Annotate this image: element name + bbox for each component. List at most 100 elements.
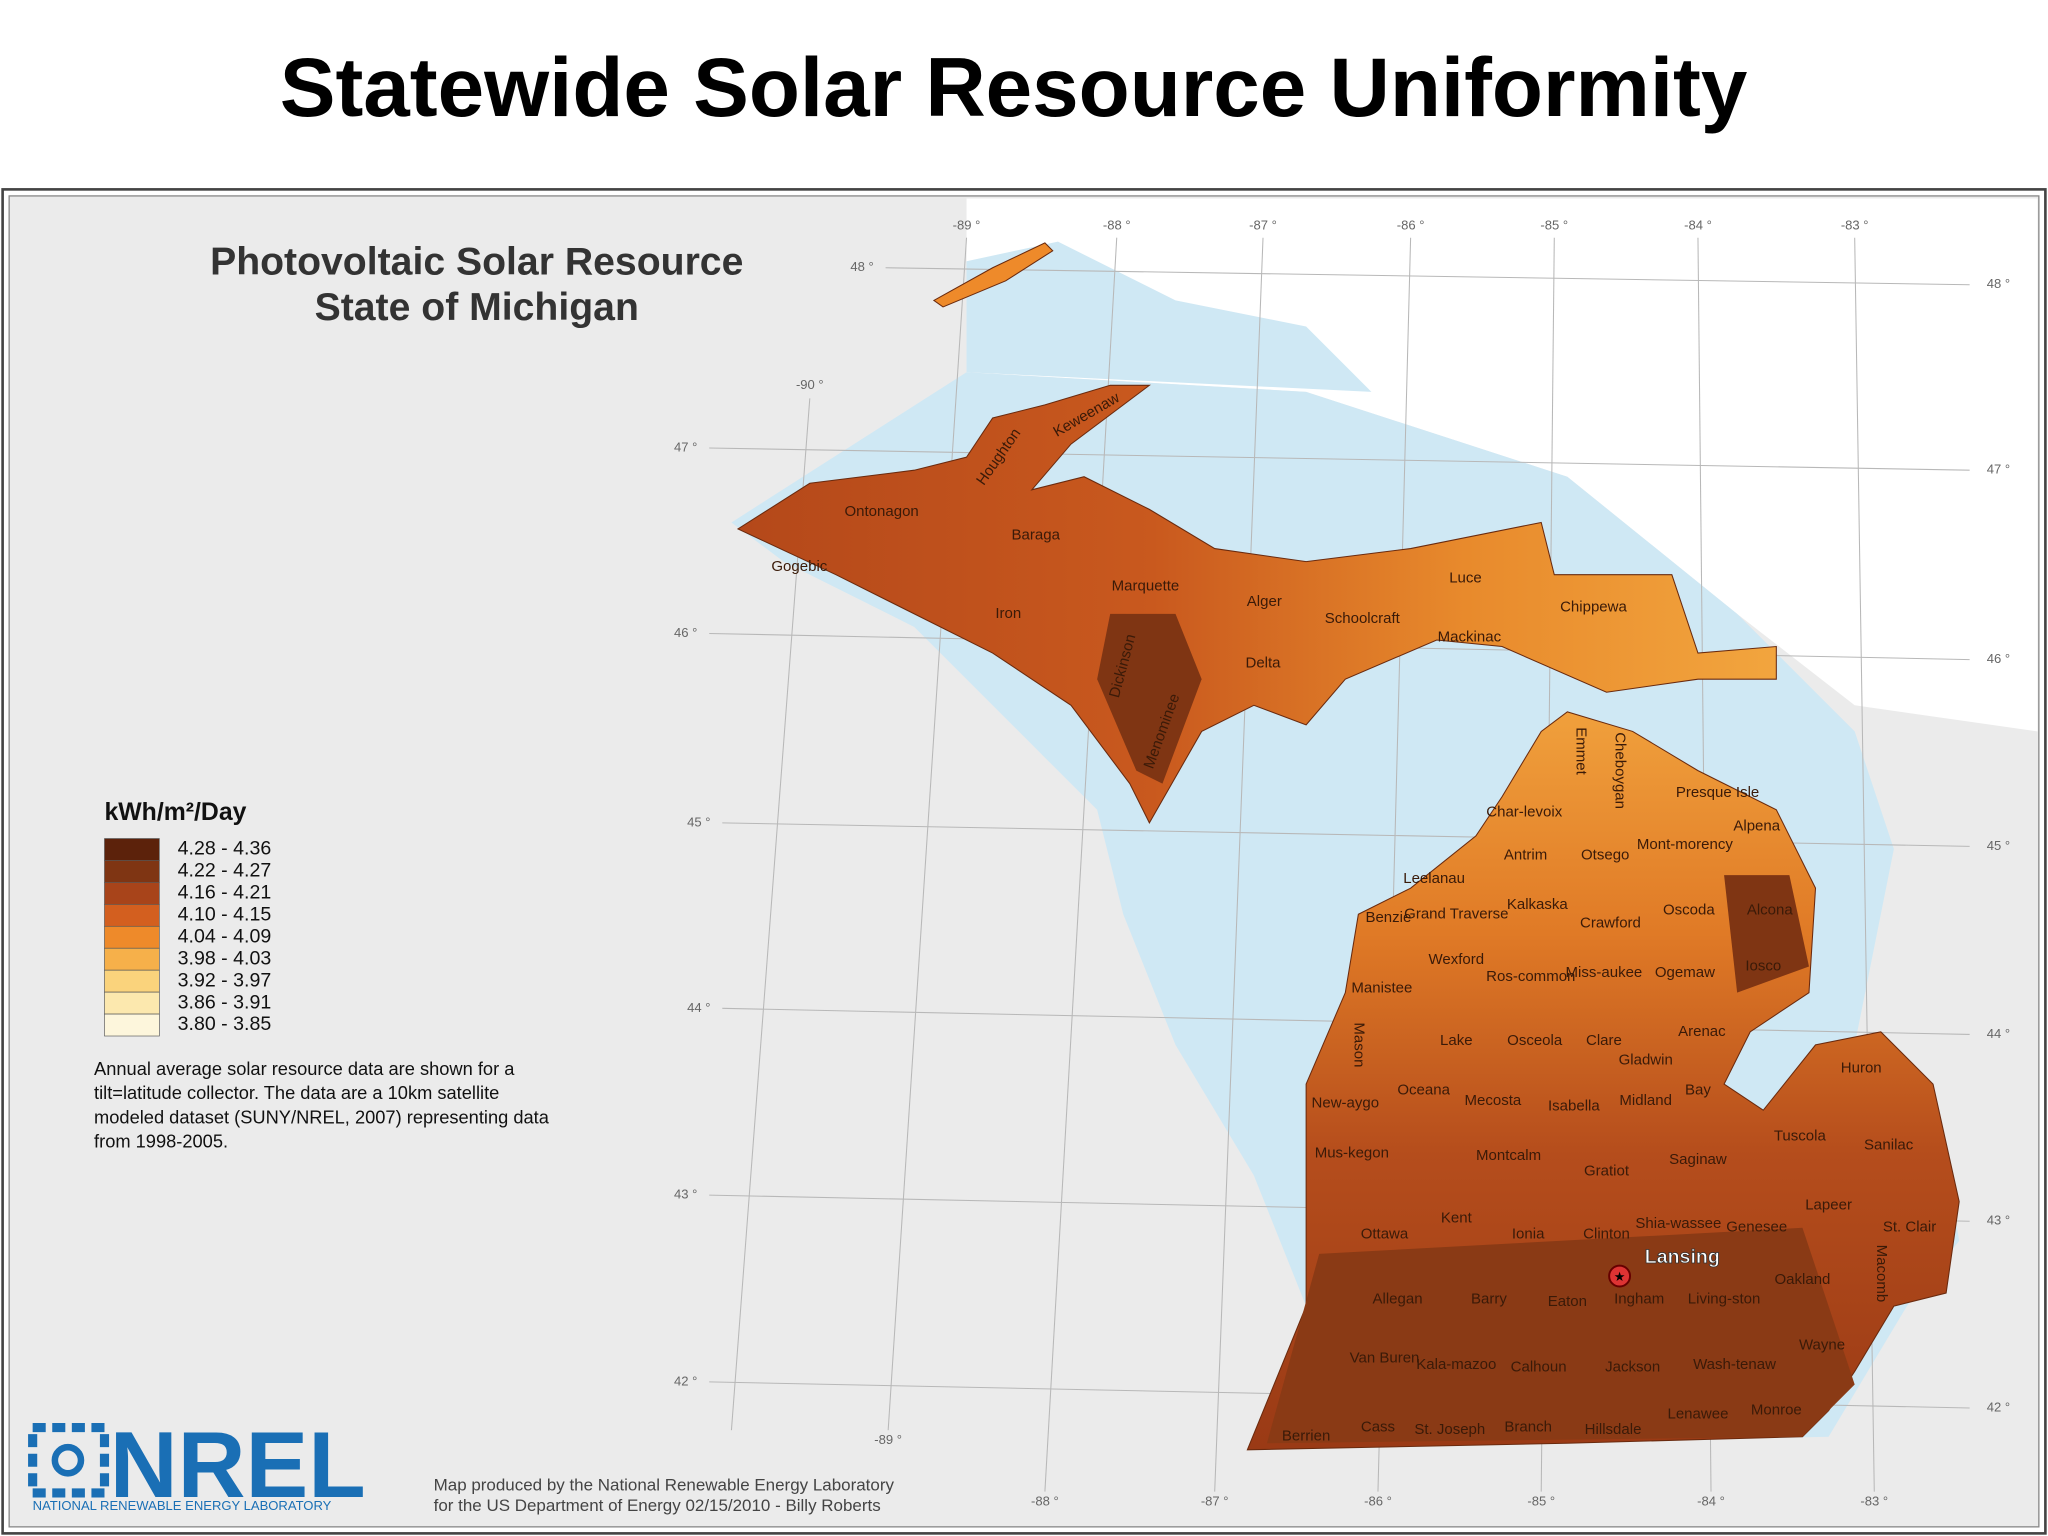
- county-label: Oscoda: [1663, 901, 1715, 918]
- city-label: Lansing: [1645, 1246, 1720, 1268]
- latitude-label: 46 °: [674, 625, 697, 640]
- county-label: Manistee: [1351, 980, 1412, 997]
- capital: ★ Lansing: [1608, 1246, 1720, 1288]
- county-label: Berrien: [1282, 1428, 1330, 1445]
- legend-swatch: [104, 969, 160, 993]
- county-label: Kent: [1441, 1210, 1473, 1227]
- longitude-label: -83 °: [1860, 1493, 1888, 1508]
- latitude-label: 42 °: [1987, 1399, 2010, 1414]
- longitude-label: -84 °: [1697, 1493, 1725, 1508]
- legend-label: 4.22 - 4.27: [178, 860, 272, 882]
- county-label: Cheboygan: [1612, 732, 1629, 809]
- upper-peninsula: [736, 384, 1777, 824]
- legend-swatch: [104, 925, 160, 949]
- legend-swatch: [104, 991, 160, 1015]
- latitude-label: 45 °: [687, 814, 710, 829]
- county-label: Schoolcraft: [1325, 610, 1401, 627]
- longitude-label: -90 °: [796, 377, 824, 392]
- county-label: Sanilac: [1864, 1136, 1914, 1153]
- county-label: Calhoun: [1511, 1358, 1567, 1375]
- michigan: [736, 242, 1960, 1451]
- county-label: Ingham: [1614, 1291, 1664, 1308]
- longitude-label: -85 °: [1527, 1493, 1555, 1508]
- note-line: from 1998-2005.: [94, 1130, 228, 1151]
- legend-label: 4.04 - 4.09: [178, 925, 272, 947]
- credit-line: Map produced by the National Renewable E…: [434, 1475, 895, 1494]
- county-label: Presque Isle: [1676, 784, 1759, 801]
- county-label: Gladwin: [1619, 1052, 1673, 1069]
- credit-line: for the US Department of Energy 02/15/20…: [434, 1496, 881, 1515]
- county-label: Ionia: [1512, 1225, 1545, 1242]
- county-label: Otsego: [1581, 846, 1629, 863]
- county-label: Ottawa: [1361, 1225, 1409, 1242]
- county-label: Alcona: [1747, 901, 1794, 918]
- longitude-label: -88 °: [1031, 1493, 1059, 1508]
- county-label: Crawford: [1580, 914, 1641, 931]
- dark-patch: [1724, 875, 1809, 993]
- county-label: Oceana: [1397, 1082, 1450, 1099]
- legend-swatch: [104, 947, 160, 971]
- county-label: Wash-tenaw: [1693, 1356, 1776, 1373]
- legend-label: 4.28 - 4.36: [178, 838, 272, 860]
- latitude-label: 44 °: [687, 1000, 710, 1015]
- county-label: Mason: [1350, 1022, 1367, 1067]
- county-label: Branch: [1504, 1419, 1552, 1436]
- latitude-label: 45 °: [1987, 838, 2010, 853]
- county-label: Arenac: [1678, 1023, 1726, 1040]
- county-label: Delta: [1245, 654, 1281, 671]
- latitude-label: 43 °: [1987, 1213, 2010, 1228]
- county-label: Char-levoix: [1486, 803, 1562, 820]
- county-label: Wexford: [1429, 951, 1485, 968]
- county-label: Gratiot: [1584, 1163, 1630, 1180]
- county-label: Marquette: [1112, 577, 1180, 594]
- county-label: Osceola: [1507, 1032, 1563, 1049]
- county-label: Lapeer: [1805, 1197, 1852, 1214]
- county-label: Leelanau: [1403, 870, 1465, 887]
- county-label: Shia-wassee: [1635, 1215, 1721, 1232]
- county-label: Gogebic: [771, 558, 827, 575]
- county-label: Benzie: [1365, 909, 1411, 926]
- county-label: Living-ston: [1688, 1291, 1761, 1308]
- legend-swatch: [104, 838, 160, 861]
- note: Annual average solar resource data are s…: [94, 1058, 550, 1151]
- latitude-label: 47 °: [1987, 462, 2010, 477]
- legend-label: 3.98 - 4.03: [178, 947, 272, 969]
- map-title-line: State of Michigan: [315, 286, 639, 329]
- county-label: Oakland: [1774, 1271, 1830, 1288]
- county-label: Van Buren: [1350, 1349, 1420, 1366]
- dark-patch: [1266, 1227, 1855, 1444]
- note-line: tilt=latitude collector. The data are a …: [94, 1082, 499, 1103]
- map-title-line: Photovoltaic Solar Resource: [210, 240, 743, 283]
- graticule-line: [730, 398, 811, 1431]
- legend-label: 4.10 - 4.15: [178, 904, 272, 926]
- county-label: Chippewa: [1560, 598, 1627, 615]
- longitude-label: -87 °: [1249, 217, 1277, 232]
- county-label: Barry: [1471, 1291, 1507, 1308]
- county-label: Eaton: [1548, 1293, 1587, 1310]
- legend-label: 3.80 - 3.85: [178, 1013, 272, 1035]
- longitude-label: -85 °: [1540, 217, 1568, 232]
- note-line: Annual average solar resource data are s…: [94, 1058, 515, 1079]
- county-label: Saginaw: [1669, 1151, 1727, 1168]
- legend-label: 3.92 - 3.97: [178, 969, 272, 991]
- longitude-label: -87 °: [1201, 1493, 1229, 1508]
- county-label: Lake: [1440, 1032, 1473, 1049]
- county-label: Miss-aukee: [1566, 964, 1643, 981]
- credit: Map produced by the National Renewable E…: [434, 1475, 895, 1515]
- latitude-label: 48 °: [1987, 276, 2010, 291]
- county-label: Clare: [1586, 1032, 1622, 1049]
- county-label: Wayne: [1799, 1336, 1845, 1353]
- legend-title: kWh/m²/Day: [104, 799, 246, 826]
- county-label: Ontonagon: [844, 503, 918, 520]
- slide-title: Statewide Solar Resource Uniformity: [280, 40, 1748, 134]
- legend-swatch: [104, 882, 160, 905]
- county-labels: OntonagonGogebicHoughtonKeweenawBaragaIr…: [771, 389, 1936, 1445]
- county-label: Hillsdale: [1585, 1421, 1642, 1438]
- graticule-line: [1214, 237, 1264, 1492]
- graticule-line: [885, 267, 1970, 286]
- latitude-label: 43 °: [674, 1187, 697, 1202]
- county-label: Grand Traverse: [1404, 905, 1508, 922]
- county-label: Iron: [995, 605, 1021, 622]
- latitude-label: 48 °: [850, 259, 873, 274]
